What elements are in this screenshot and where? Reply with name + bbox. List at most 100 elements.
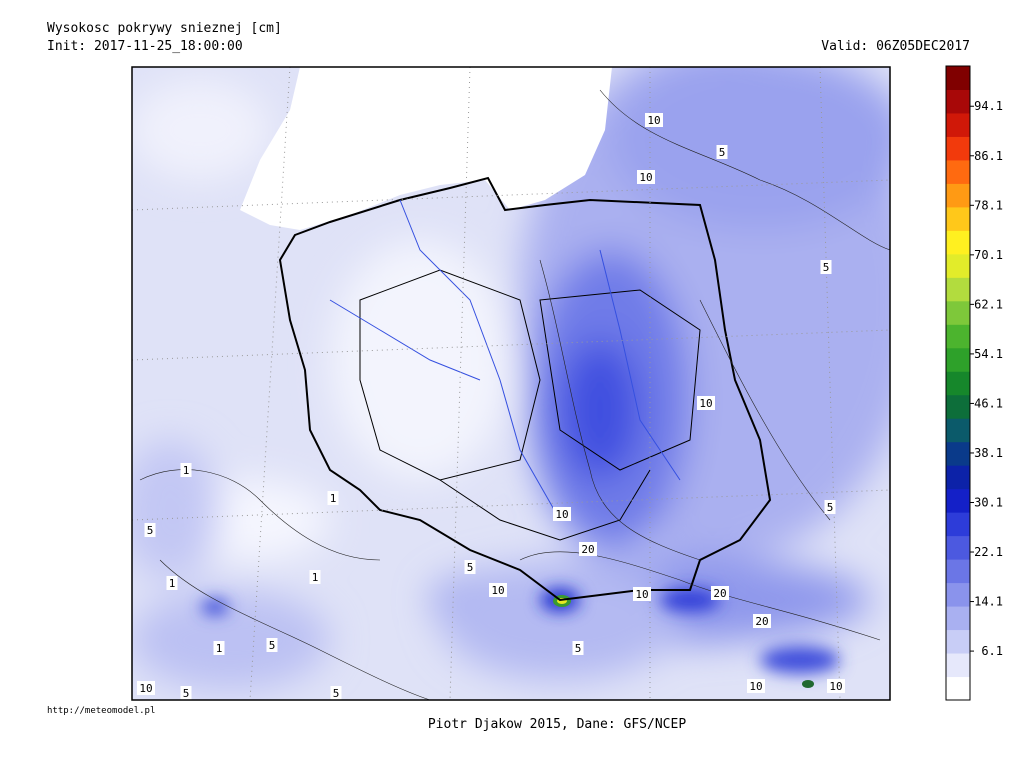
contour-label: 5 <box>719 146 726 159</box>
contour-label: 5 <box>333 687 340 700</box>
colorbar-cell <box>946 112 970 137</box>
colorbar-cell <box>946 394 970 419</box>
colorbar-cell <box>946 230 970 255</box>
contour-label-box <box>747 679 765 693</box>
contour-label-box <box>824 500 836 514</box>
colorbar: 6.1 14.1 22.1 30.1 38.1 46.1 54.1 62.1 70.1 78.1 8… <box>945 65 1003 701</box>
contour-label: 1 <box>216 642 223 655</box>
contour-label: 20 <box>755 615 768 628</box>
contour-label: 20 <box>713 587 726 600</box>
colorbar-tick-label: 86.1 <box>974 149 1003 163</box>
colorbar-cell <box>946 277 970 302</box>
colorbar-tick-label: 70.1 <box>974 248 1003 262</box>
contour-label: 5 <box>467 561 474 574</box>
colorbar-frame <box>945 65 971 701</box>
contour-label-box <box>645 113 663 127</box>
contour-label: 10 <box>635 588 648 601</box>
contour-label-box <box>464 560 476 574</box>
contour-label: 1 <box>330 492 337 505</box>
colorbar-tick-label: 62.1 <box>974 297 1003 311</box>
colorbar-tick-label: 94.1 <box>974 99 1003 113</box>
credit: Piotr Djakow 2015, Dane: GFS/NCEP <box>428 717 686 732</box>
colorbar-tick-label: 54.1 <box>974 347 1003 361</box>
contour-label: 20 <box>581 543 594 556</box>
snow-peak <box>802 680 814 688</box>
colorbar-cell <box>946 300 970 325</box>
contour-label: 10 <box>639 171 652 184</box>
colorbar-cell <box>946 183 970 208</box>
colorbar-cell <box>946 206 970 231</box>
contour-label: 10 <box>699 397 712 410</box>
colorbar-cell <box>946 324 970 349</box>
colorbar-cell <box>946 136 970 161</box>
contour-label: 5 <box>575 642 582 655</box>
colorbar-tick-label: 38.1 <box>974 446 1003 460</box>
colorbar-cell <box>946 535 970 560</box>
valid-time: Valid: 06Z05DEC2017 <box>821 39 970 54</box>
colorbar-cell <box>946 653 970 678</box>
colorbar-cell <box>946 512 970 537</box>
colorbar-cell <box>946 89 970 114</box>
contour-label: 1 <box>183 464 190 477</box>
contour-label-box <box>637 170 655 184</box>
contour-label-box <box>753 614 771 628</box>
contour-label: 10 <box>749 680 762 693</box>
contour-label-box <box>213 641 225 655</box>
contour-label-box <box>309 570 321 584</box>
contour-label-box <box>572 641 584 655</box>
colorbar-tick-label: 30.1 <box>974 495 1003 509</box>
init-time: Init: 2017-11-25_18:00:00 <box>47 39 243 54</box>
contour-label: 5 <box>269 639 276 652</box>
contour-label-box <box>553 507 571 521</box>
sea <box>240 67 612 230</box>
colorbar-cell <box>946 629 970 654</box>
colorbar-cell <box>946 465 970 490</box>
colorbar-tick-label: 22.1 <box>974 545 1003 559</box>
map: 10 5 10 5 10 5 10 20 10 10 20 20 5 1 1 5 1 1 1 5 5 10 5 5 10 10 <box>132 67 890 700</box>
colorbar-tick-label: 46.1 <box>974 396 1003 410</box>
colorbar-cell <box>946 253 970 278</box>
colorbar-cell <box>946 582 970 607</box>
region-border <box>359 269 701 541</box>
contour-label-box <box>697 396 715 410</box>
colorbar-cell <box>946 159 970 184</box>
colorbar-cell <box>946 66 970 90</box>
contour-label: 5 <box>147 524 154 537</box>
contour-label: 10 <box>555 508 568 521</box>
contour-label: 5 <box>183 687 190 700</box>
website: http://meteomodel.pl <box>47 706 155 716</box>
contour-label-box <box>579 542 597 556</box>
colorbar-cell <box>946 441 970 466</box>
contour-label: 1 <box>312 571 319 584</box>
map-frame <box>131 66 891 701</box>
contour-label-box <box>166 576 178 590</box>
contour-label: 10 <box>829 680 842 693</box>
contour-label-box <box>266 638 278 652</box>
contour-label-box <box>327 491 339 505</box>
colorbar-cell <box>946 488 970 513</box>
colorbar-cell <box>946 371 970 396</box>
colorbar-cell <box>946 559 970 584</box>
contour-label-box <box>489 583 507 597</box>
contour-label-box <box>180 463 192 477</box>
contour-label-box <box>144 523 156 537</box>
contour-label: 10 <box>647 114 660 127</box>
contour-label-box <box>711 586 729 600</box>
colorbar-tick-label: 6.1 <box>981 644 1003 658</box>
colorbar-tick-label: 78.1 <box>974 198 1003 212</box>
contours <box>139 89 890 700</box>
contour-label-box <box>633 587 651 601</box>
colorbar-tick-label: 14.1 <box>974 595 1003 609</box>
colorbar-cell <box>946 347 970 372</box>
contour-label-box <box>716 145 728 159</box>
title: Wysokosc pokrywy snieznej [cm] <box>47 21 282 36</box>
contour-label: 5 <box>827 501 834 514</box>
colorbar-cell <box>946 676 970 701</box>
contour-label-box <box>180 686 192 700</box>
contour-label: 5 <box>823 261 830 274</box>
contour-label: 1 <box>169 577 176 590</box>
colorbar-cell <box>946 418 970 443</box>
contour-label-box <box>330 686 342 700</box>
contour-label-box <box>137 681 155 695</box>
